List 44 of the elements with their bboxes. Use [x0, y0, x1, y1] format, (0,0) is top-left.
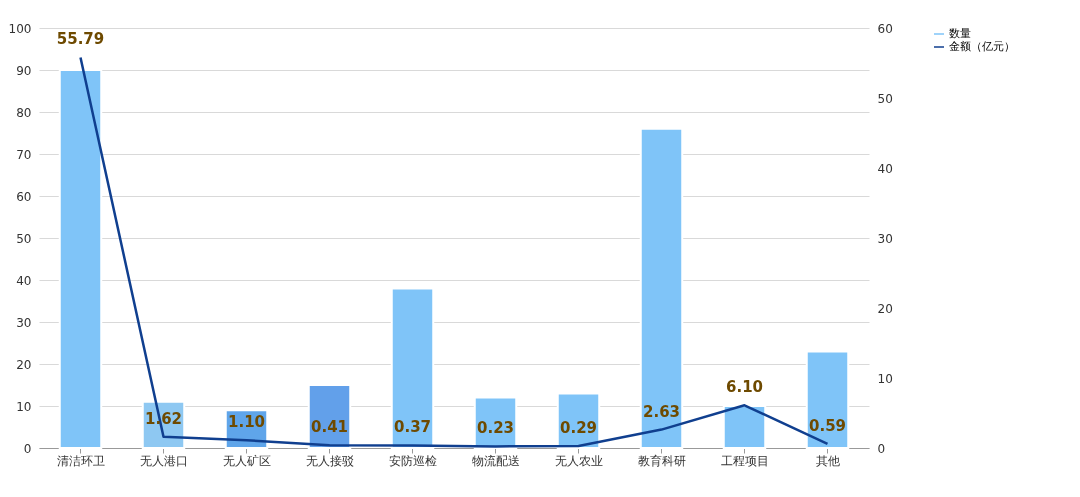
- x-tick-label: 无人接驳: [305, 453, 354, 468]
- y-tick-label: 90: [16, 63, 32, 78]
- x-tick-label: 无人矿区: [222, 453, 271, 468]
- legend-label: 金额（亿元）: [949, 40, 1015, 53]
- y2-tick-label: 20: [877, 301, 893, 316]
- y2-tick-label: 50: [877, 91, 893, 106]
- x-tick-label: 清洁环卫: [56, 453, 105, 468]
- y-tick-label: 0: [23, 441, 32, 456]
- y-tick-label: 40: [16, 273, 32, 288]
- y-tick-label: 20: [16, 357, 32, 372]
- bar: [639, 127, 684, 449]
- x-tick-label: 物流配送: [471, 453, 520, 468]
- bar: [58, 69, 103, 449]
- y-tick-label: 70: [16, 147, 32, 162]
- data-label: 0.59: [808, 416, 847, 435]
- y2-tick-label: 30: [877, 231, 893, 246]
- bar: [805, 350, 850, 449]
- x-tick-label: 无人农业: [554, 453, 603, 468]
- data-label: 0.37: [393, 418, 432, 437]
- data-label: 55.79: [56, 30, 105, 49]
- legend-label: 数量: [949, 27, 971, 40]
- y-tick-label: 30: [16, 315, 32, 330]
- y2-tick-label: 0: [877, 441, 886, 456]
- x-tick-label: 安防巡检: [388, 453, 437, 468]
- data-label: 0.29: [559, 418, 598, 437]
- y2-tick-label: 10: [877, 371, 893, 386]
- data-label: 2.63: [642, 402, 681, 421]
- data-label: 0.23: [476, 419, 515, 438]
- data-label: 1.10: [227, 413, 266, 432]
- data-label: 0.41: [310, 418, 349, 437]
- y-tick-label: 80: [16, 105, 32, 120]
- y-tick-label: 10: [16, 399, 32, 414]
- x-tick-label: 无人港口: [139, 453, 188, 468]
- y2-tick-label: 40: [877, 161, 893, 176]
- bar: [722, 405, 767, 449]
- x-tick-label: 其他: [815, 453, 840, 468]
- y-tick-label: 100: [8, 21, 32, 36]
- data-label: 6.10: [725, 378, 764, 397]
- x-tick-label: 工程项目: [720, 453, 769, 468]
- y-tick-label: 60: [16, 189, 32, 204]
- y-tick-label: 50: [16, 231, 32, 246]
- y2-tick-label: 60: [877, 21, 893, 36]
- bar: [390, 287, 435, 449]
- x-tick-label: 教育科研: [637, 453, 686, 468]
